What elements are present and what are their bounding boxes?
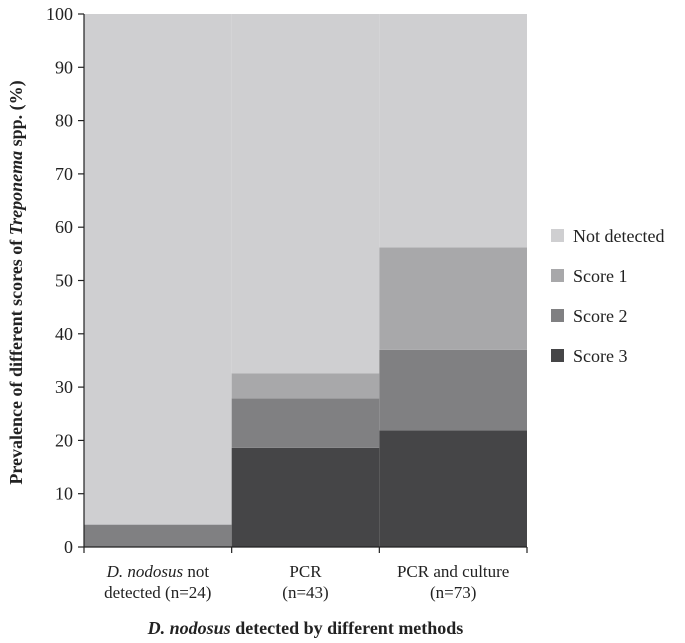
- y-axis-label: Prevalence of different scores of Trepon…: [6, 80, 27, 484]
- x-category-label-1: PCR (n=43): [282, 562, 328, 602]
- bar-segment-score-2-2: [379, 349, 527, 431]
- bar-segment-score-3-1: [231, 447, 380, 547]
- bar-segment-score-1-1: [231, 373, 380, 399]
- y-tick-label: 20: [55, 430, 73, 450]
- bars-group: [84, 14, 527, 547]
- y-tick-label: 40: [55, 324, 73, 344]
- bar-segment-score-1-2: [379, 247, 527, 350]
- legend-swatch-score-3: [551, 349, 564, 362]
- legend-swatch-not-detected: [551, 229, 564, 242]
- legend-label-not-detected: Not detected: [573, 226, 664, 246]
- y-tick-label: 100: [46, 4, 73, 24]
- bar-segment-score-2-0: [84, 524, 232, 547]
- y-tick-label: 70: [55, 164, 73, 184]
- x-category-labels: D. nodosus not detected (n=24) PCR (n=43) PC…: [83, 547, 528, 602]
- y-tick-label: 50: [55, 271, 73, 291]
- y-ticks-group: 0 10 20 30 40 50 60 70 80 90 100: [46, 4, 84, 557]
- legend-label-score-2: Score 2: [573, 306, 627, 326]
- legend-swatch-score-1: [551, 269, 564, 282]
- x-category-label-0: D. nodosus not detected (n=24): [104, 562, 211, 602]
- bar-segment-score-2-1: [231, 398, 380, 448]
- bar-segment-not-detected-1: [231, 14, 380, 374]
- legend-label-score-3: Score 3: [573, 346, 627, 366]
- y-tick-label: 90: [55, 57, 73, 77]
- y-tick-label: 30: [55, 377, 73, 397]
- legend-label-score-1: Score 1: [573, 266, 627, 286]
- x-axis-label: D. nodosus detected by different methods: [147, 618, 464, 638]
- bar-segment-not-detected-0: [84, 14, 232, 525]
- legend: Not detected Score 1 Score 2 Score 3: [551, 226, 664, 366]
- legend-swatch-score-2: [551, 309, 564, 322]
- y-tick-label: 60: [55, 217, 73, 237]
- bar-segment-score-3-2: [379, 430, 527, 547]
- y-tick-label: 80: [55, 111, 73, 131]
- bar-segment-not-detected-2: [379, 14, 527, 248]
- y-tick-label: 0: [64, 537, 73, 557]
- x-category-label-2: PCR and culture (n=73): [397, 562, 509, 602]
- y-tick-label: 10: [55, 484, 73, 504]
